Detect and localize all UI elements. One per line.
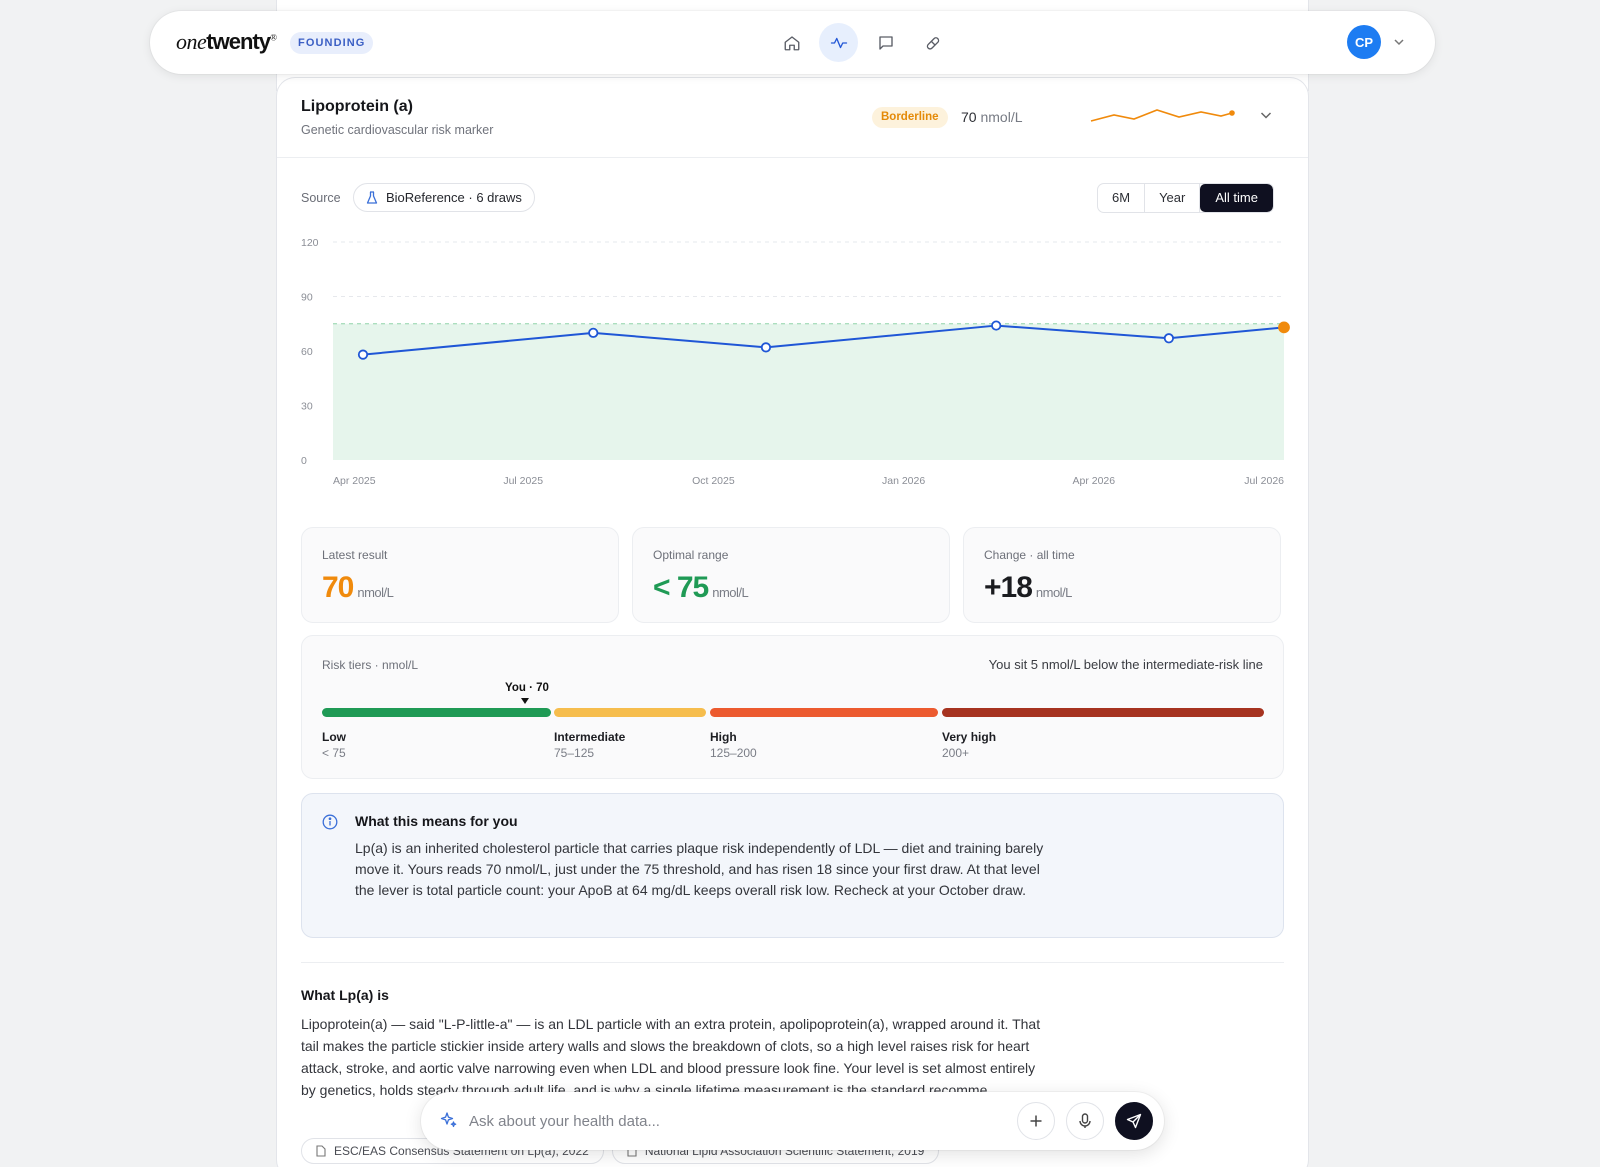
brand-logo[interactable]: onetwenty® xyxy=(176,29,277,54)
document-icon xyxy=(316,1145,326,1157)
nav-chat-button[interactable] xyxy=(866,23,905,62)
biomarker-title: Lipoprotein (a) xyxy=(301,98,413,115)
optimal-band xyxy=(333,323,1284,460)
y-tick-label: 30 xyxy=(301,401,313,413)
pill-icon xyxy=(926,36,939,50)
info-icon xyxy=(322,814,338,835)
insight-title: What this means for you xyxy=(355,813,518,829)
top-nav: onetwenty® FOUNDING CP xyxy=(150,11,1435,74)
nav-supplements-button[interactable] xyxy=(913,23,952,62)
tier-range: 125–200 xyxy=(710,746,757,760)
tier-name: Intermediate xyxy=(554,730,626,744)
founding-badge: FOUNDING xyxy=(290,32,374,54)
insight-box: What this means for you Lp(a) is an inhe… xyxy=(301,793,1284,938)
divider xyxy=(277,157,1308,158)
chevron-down-icon xyxy=(1260,112,1272,119)
tier-bar-low xyxy=(322,708,551,717)
you-marker-pointer xyxy=(521,698,529,704)
microphone-icon xyxy=(1079,1113,1091,1128)
x-tick-label: Apr 2025 xyxy=(333,475,376,487)
chat-icon xyxy=(878,35,893,50)
tiers-label: Risk tiers · nmol/L xyxy=(322,658,419,672)
stat-label: Change · all time xyxy=(984,548,1075,562)
plus-icon xyxy=(1030,1115,1042,1127)
y-tick-label: 120 xyxy=(301,237,319,249)
tier-range: 200+ xyxy=(942,746,970,760)
send-button[interactable] xyxy=(1115,1102,1153,1140)
user-avatar[interactable]: CP xyxy=(1347,25,1381,59)
divider xyxy=(301,962,1284,963)
sparkle-icon xyxy=(440,1111,458,1134)
account-menu-button[interactable] xyxy=(1393,35,1405,53)
range-tab-year[interactable]: Year xyxy=(1145,184,1201,212)
nav-icons xyxy=(772,23,952,62)
range-tab-all-time[interactable]: All time xyxy=(1200,184,1273,212)
chevron-down-icon xyxy=(1394,39,1404,46)
tier-name: High xyxy=(710,730,737,744)
stat-change: Change · all time +18 nmol/L xyxy=(963,527,1281,623)
y-tick-label: 90 xyxy=(301,292,313,304)
tier-bar-very-high xyxy=(942,708,1264,717)
trend-chart: 0 30 60 90 120 Apr 2025 Jul 2025 Oct 2025 Jan 20… xyxy=(301,237,1290,487)
x-tick-label: Jul 2026 xyxy=(1244,475,1284,487)
stat-value: 70 nmol/L xyxy=(322,571,394,604)
source-label: Source xyxy=(301,191,341,205)
risk-tiers: Risk tiers · nmol/L You sit 5 nmol/L bel… xyxy=(301,635,1284,779)
tier-bar-intermediate xyxy=(554,708,706,717)
activity-icon xyxy=(830,37,847,48)
tiers-note: You sit 5 nmol/L below the intermediate-… xyxy=(988,657,1263,672)
y-tick-label: 0 xyxy=(301,455,307,467)
data-point xyxy=(588,327,599,338)
y-tick-label: 60 xyxy=(301,346,313,358)
tier-range: < 75 xyxy=(322,746,346,760)
flask-icon xyxy=(366,190,378,204)
range-tab-6m[interactable]: 6M xyxy=(1098,184,1146,212)
home-icon xyxy=(784,35,799,50)
data-point xyxy=(991,320,1002,331)
voice-button[interactable] xyxy=(1066,1102,1104,1140)
about-body: Lipoprotein(a) — said "L-P-little-a" — i… xyxy=(301,1016,1041,1098)
biomarker-card: Lipoprotein (a) Genetic cardiovascular r… xyxy=(277,78,1308,1167)
data-point xyxy=(357,349,369,360)
stat-label: Latest result xyxy=(322,548,388,562)
x-tick-label: Jan 2026 xyxy=(882,475,925,487)
status-badge: Borderline xyxy=(872,107,948,128)
collapse-toggle[interactable] xyxy=(1259,108,1273,127)
header-value: 70 nmol/L xyxy=(961,109,1023,125)
x-tick-label: Oct 2025 xyxy=(692,475,735,487)
biomarker-header: Lipoprotein (a) Genetic cardiovascular r… xyxy=(301,98,493,137)
you-marker-label: You · 70 xyxy=(505,682,549,694)
data-point xyxy=(760,342,772,353)
tier-bar-high xyxy=(710,708,938,717)
stat-optimal-range: Optimal range < 75 nmol/L xyxy=(632,527,950,623)
nav-activity-button[interactable] xyxy=(819,23,858,62)
stat-latest-result: Latest result 70 nmol/L xyxy=(301,527,619,623)
about-title: What Lp(a) is xyxy=(301,987,389,1003)
ask-input[interactable] xyxy=(469,1109,969,1133)
sparkline xyxy=(1090,109,1235,122)
biomarker-subtitle: Genetic cardiovascular risk marker xyxy=(301,123,494,137)
source-chip[interactable]: BioReference · 6 draws xyxy=(353,183,535,212)
insight-body: Lp(a) is an inherited cholesterol partic… xyxy=(355,840,1044,898)
attach-button[interactable] xyxy=(1017,1102,1055,1140)
stat-value: +18 nmol/L xyxy=(984,571,1072,604)
range-selector: 6M Year All time xyxy=(1097,183,1274,213)
tier-range: 75–125 xyxy=(554,746,595,760)
latest-data-point xyxy=(1278,321,1290,334)
tier-name: Low xyxy=(322,730,346,744)
nav-home-button[interactable] xyxy=(772,23,811,62)
x-tick-label: Apr 2026 xyxy=(1072,475,1115,487)
stat-label: Optimal range xyxy=(653,548,729,562)
source-text: BioReference · 6 draws xyxy=(386,190,522,205)
stat-value: < 75 nmol/L xyxy=(653,571,749,604)
data-point xyxy=(1163,333,1174,344)
x-tick-label: Jul 2025 xyxy=(503,475,543,487)
series-line xyxy=(362,324,1285,356)
ask-bar xyxy=(421,1092,1164,1150)
send-icon xyxy=(1126,1113,1142,1129)
tier-name: Very high xyxy=(942,730,997,744)
